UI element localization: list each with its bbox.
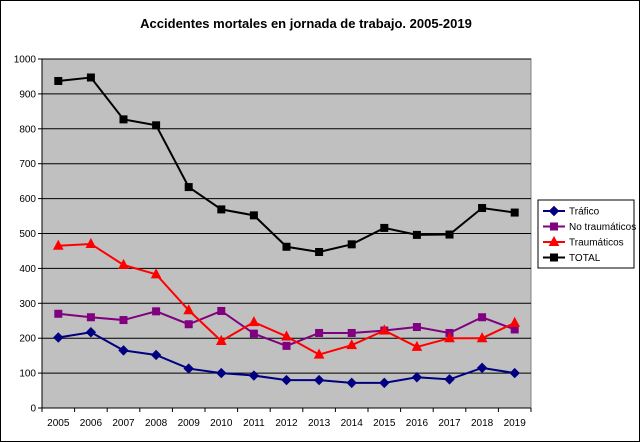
- data-point-no-traumaticos: [184, 320, 193, 329]
- y-tick-label: 300: [19, 299, 36, 310]
- data-point-trafico: [476, 362, 488, 374]
- x-tick-label: 2013: [308, 418, 331, 429]
- y-tick-label: 500: [19, 229, 36, 240]
- data-point-traumaticos: [444, 332, 455, 343]
- data-point-trafico: [509, 367, 520, 379]
- data-point-traumaticos: [183, 304, 195, 315]
- legend-marker-no-traumaticos: [550, 222, 558, 231]
- legend-marker-total: [550, 253, 558, 262]
- x-tick-label: 2012: [275, 418, 298, 429]
- data-point-no-traumaticos: [478, 313, 487, 322]
- legend-marker-trafico: [548, 205, 560, 217]
- data-point-trafico: [53, 332, 64, 343]
- data-point-traumaticos: [150, 268, 162, 279]
- data-point-traumaticos: [85, 237, 97, 248]
- data-point-trafico: [346, 377, 357, 389]
- data-point-total: [119, 115, 128, 124]
- data-point-total: [315, 247, 324, 256]
- legend: Tráfico No traumáticos Traumáticos TOTAL: [537, 199, 636, 269]
- data-point-total: [54, 76, 63, 85]
- data-point-trafico: [183, 363, 194, 374]
- data-point-trafico: [216, 367, 227, 379]
- data-point-no-traumaticos: [54, 309, 63, 318]
- plot-area: 0 100 200 300 400 500 600 700 800 900 1000 2005 2006…: [14, 55, 532, 429]
- data-point-total: [86, 73, 95, 82]
- data-point-total: [152, 121, 161, 130]
- data-point-traumaticos: [411, 340, 423, 351]
- data-point-traumaticos: [215, 334, 227, 345]
- data-point-trafico: [85, 327, 97, 338]
- data-point-trafico: [118, 345, 129, 356]
- x-tick-label: 2017: [438, 418, 461, 429]
- x-tick-label: 2018: [471, 418, 494, 429]
- data-point-traumaticos: [248, 316, 260, 327]
- data-point-no-traumaticos: [510, 325, 519, 334]
- x-tick-label: 2007: [112, 418, 135, 429]
- x-tick-label: 2008: [145, 418, 168, 429]
- y-tick-label: 100: [19, 369, 36, 380]
- data-point-total: [184, 183, 193, 192]
- data-point-traumaticos: [52, 239, 64, 250]
- data-point-total: [217, 205, 226, 214]
- x-tick-label: 2019: [504, 418, 527, 429]
- legend-label-traumaticos: Traumáticos: [569, 238, 624, 249]
- data-point-no-traumaticos: [249, 329, 258, 338]
- data-point-traumaticos: [281, 330, 292, 341]
- x-tick-label: 2010: [210, 418, 233, 429]
- data-point-traumaticos: [346, 339, 358, 350]
- y-tick-label: 400: [19, 264, 36, 275]
- data-point-no-traumaticos: [152, 307, 161, 316]
- data-point-trafico: [248, 370, 260, 381]
- x-tick-label: 2009: [178, 418, 201, 429]
- data-point-traumaticos: [476, 332, 488, 343]
- data-point-traumaticos: [509, 316, 521, 327]
- x-tick-label: 2006: [80, 418, 103, 429]
- data-point-trafico: [150, 349, 162, 361]
- data-point-no-traumaticos: [282, 341, 291, 350]
- data-point-total: [282, 242, 291, 251]
- legend-label-no-traumaticos: No traumáticos: [569, 222, 636, 233]
- data-point-trafico: [411, 372, 423, 383]
- data-point-trafico: [281, 374, 292, 386]
- y-tick-label: 1000: [14, 55, 37, 66]
- data-point-no-traumaticos: [347, 328, 356, 337]
- data-point-total: [347, 240, 356, 249]
- y-tick-label: 200: [19, 334, 36, 345]
- data-point-total: [445, 230, 454, 239]
- y-tick-label: 900: [19, 89, 36, 100]
- data-point-total: [478, 204, 487, 213]
- x-tick-label: 2015: [373, 418, 396, 429]
- data-point-no-traumaticos: [315, 328, 324, 337]
- data-point-no-traumaticos: [412, 323, 421, 332]
- legend-label-trafico: Tráfico: [569, 207, 600, 218]
- legend-label-total: TOTAL: [569, 253, 601, 264]
- data-point-traumaticos: [313, 348, 325, 359]
- y-tick-label: 700: [19, 159, 36, 170]
- data-point-trafico: [444, 374, 455, 385]
- data-point-total: [249, 211, 258, 220]
- data-point-no-traumaticos: [119, 316, 128, 325]
- legend-marker-traumaticos: [548, 235, 560, 246]
- x-tick-label: 2005: [47, 418, 70, 429]
- data-point-traumaticos: [378, 324, 390, 335]
- y-tick-label: 800: [19, 124, 36, 135]
- data-point-total: [380, 223, 389, 232]
- x-tick-label: 2011: [243, 418, 265, 429]
- chart-title: Accidentes mortales en jornada de trabaj…: [140, 16, 472, 31]
- y-tick-label: 0: [30, 404, 36, 415]
- data-point-total: [510, 208, 519, 217]
- data-point-traumaticos: [118, 258, 129, 269]
- x-tick-label: 2014: [341, 418, 364, 429]
- y-tick-label: 600: [19, 194, 36, 205]
- data-point-trafico: [379, 377, 390, 389]
- data-point-no-traumaticos: [86, 313, 95, 322]
- x-tick-label: 2016: [406, 418, 429, 429]
- data-point-no-traumaticos: [217, 306, 226, 315]
- data-point-total: [412, 230, 421, 239]
- data-point-trafico: [313, 374, 325, 386]
